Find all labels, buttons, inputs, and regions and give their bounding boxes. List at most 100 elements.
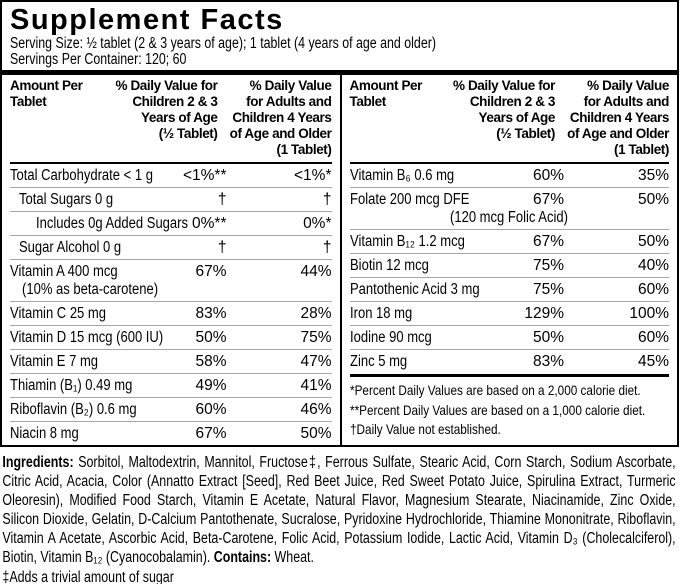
dv-adults-value: 60% bbox=[637, 329, 669, 346]
nutrient-name: Total Carbohydrate < 1 g bbox=[10, 167, 153, 184]
nutrient-name: Biotin 12 mcg bbox=[349, 257, 429, 274]
dv-adults-value: 50% bbox=[637, 233, 669, 250]
footnote-line: *Percent Daily Values are based on a 2,0… bbox=[349, 382, 641, 398]
dv-adults-header: % Daily Value for Adults and Children 4 … bbox=[229, 78, 332, 157]
nutrient-name: Pantothenic Acid 3 mg bbox=[349, 281, 480, 298]
dv-children-value: 75% bbox=[532, 281, 564, 298]
table-row: Folate 200 mcg DFE (120 mcg Folic Acid) 6… bbox=[349, 187, 669, 229]
table-row: Total Carbohydrate < 1 g <1%** <1%* bbox=[10, 164, 332, 187]
dv-children-value: 67% bbox=[195, 425, 227, 442]
dv-children-value: <1%** bbox=[182, 167, 227, 184]
dv-children-value: † bbox=[217, 191, 227, 208]
nutrient-subtext: (120 mcg Folic Acid) bbox=[449, 209, 568, 226]
table-row: Vitamin C 25 mg 83% 28% bbox=[10, 301, 332, 325]
table-row: Riboflavin (B₂) 0.6 mg 60% 46% bbox=[10, 397, 332, 421]
footnotes: *Percent Daily Values are based on a 2,0… bbox=[349, 374, 669, 442]
table-row: Niacin 8 mg 67% 50% bbox=[10, 421, 332, 445]
dv-adults-value: 41% bbox=[300, 377, 332, 394]
dv-children-value: 60% bbox=[532, 167, 564, 184]
nutrient-name: Zinc 5 mg bbox=[349, 353, 407, 370]
nutrient-name: Iodine 90 mcg bbox=[349, 329, 432, 346]
ingredients-label: Ingredients: bbox=[2, 454, 74, 471]
dv-children-value: 83% bbox=[195, 305, 227, 322]
nutrient-name: Vitamin C 25 mg bbox=[10, 305, 107, 322]
ingredients-paragraph: Ingredients: Sorbitol, Maltodextrin, Man… bbox=[2, 453, 675, 567]
column-header-left: Amount Per Tablet % Daily Value for Chil… bbox=[10, 75, 332, 164]
dv-children-value: 60% bbox=[195, 401, 227, 418]
amount-per-tablet-header: Amount Per Tablet bbox=[10, 78, 83, 109]
nutrition-table: Amount Per Tablet % Daily Value for Chil… bbox=[2, 75, 677, 445]
dv-adults-value: 60% bbox=[637, 281, 669, 298]
table-row: Includes 0g Added Sugars 0%** 0%* bbox=[10, 211, 332, 235]
dv-adults-value: 0%* bbox=[303, 215, 332, 232]
dv-adults-value: 44% bbox=[300, 263, 332, 280]
dv-adults-value: † bbox=[322, 191, 332, 208]
table-row: Zinc 5 mg 83% 45% bbox=[349, 349, 669, 373]
nutrient-name: Vitamin B₁₂ 1.2 mcg bbox=[349, 233, 465, 250]
right-rows: Vitamin B₆ 0.6 mg 60% 35% Folate 200 mcg… bbox=[349, 164, 670, 373]
table-row: Vitamin B₆ 0.6 mg 60% 35% bbox=[350, 164, 670, 187]
nutrient-name: Total Sugars 0 g bbox=[19, 191, 114, 208]
dv-children-value: 67% bbox=[532, 233, 564, 250]
dv-adults-value: † bbox=[322, 239, 332, 256]
label-header: Supplement Facts Serving Size: ½ tablet … bbox=[2, 2, 677, 70]
dv-adults-value: <1%* bbox=[294, 167, 332, 184]
nutrient-name: Niacin 8 mg bbox=[10, 425, 79, 442]
serving-size: Serving Size: ½ tablet (2 & 3 years of a… bbox=[10, 35, 436, 52]
table-row: Vitamin A 400 mcg (10% as beta-carotene) … bbox=[10, 259, 332, 301]
footnote-line: †Daily Value not established. bbox=[349, 421, 501, 437]
dv-children-value: 0%** bbox=[192, 215, 227, 232]
contains-value: Wheat. bbox=[274, 549, 314, 566]
dv-adults-value: 47% bbox=[300, 353, 332, 370]
table-row: Vitamin B₁₂ 1.2 mcg 67% 50% bbox=[349, 229, 669, 253]
nutrient-name: Sugar Alcohol 0 g bbox=[19, 239, 122, 256]
dv-adults-value: 45% bbox=[637, 353, 669, 370]
ingredients-section: Ingredients: Sorbitol, Maltodextrin, Man… bbox=[0, 447, 678, 584]
dv-adults-value: 75% bbox=[300, 329, 332, 346]
table-row: Vitamin E 7 mg 58% 47% bbox=[10, 349, 332, 373]
dv-children-value: 58% bbox=[195, 353, 227, 370]
amount-per-tablet-header: Amount Per Tablet bbox=[349, 78, 423, 109]
ingredients-text: Sorbitol, Maltodextrin, Mannitol, Fructo… bbox=[2, 454, 676, 566]
dv-adults-value: 50% bbox=[300, 425, 332, 442]
nutrient-name: Thiamin (B₁) 0.49 mg bbox=[10, 377, 133, 394]
supplement-facts-label: Supplement Facts Serving Size: ½ tablet … bbox=[0, 0, 679, 447]
dv-adults-value: 100% bbox=[629, 305, 669, 322]
dv-children-value: 50% bbox=[195, 329, 227, 346]
footnote-line: **Percent Daily Values are based on a 1,… bbox=[349, 401, 645, 418]
nutrient-name: Includes 0g Added Sugars bbox=[36, 215, 189, 232]
dv-children-value: 129% bbox=[524, 305, 564, 322]
contains-label: Contains: bbox=[213, 549, 272, 566]
table-row: Sugar Alcohol 0 g † † bbox=[10, 235, 332, 259]
left-column: Amount Per Tablet % Daily Value for Chil… bbox=[2, 75, 340, 445]
dv-adults-value: 46% bbox=[300, 401, 332, 418]
table-row: Thiamin (B₁) 0.49 mg 49% 41% bbox=[10, 373, 332, 397]
dv-adults-header: % Daily Value for Adults and Children 4 … bbox=[567, 78, 669, 157]
dv-children-header: % Daily Value for Children 2 & 3 Years o… bbox=[453, 78, 555, 141]
dv-children-value: 75% bbox=[532, 257, 564, 274]
label-title: Supplement Facts bbox=[10, 4, 284, 36]
dv-adults-value: 40% bbox=[637, 257, 669, 274]
table-row: Iron 18 mg 129% 100% bbox=[349, 301, 669, 325]
table-row: Iodine 90 mcg 50% 60% bbox=[349, 325, 669, 349]
nutrient-name: Vitamin A 400 mcg (10% as beta-carotene) bbox=[10, 263, 169, 299]
dv-children-value: † bbox=[217, 239, 227, 256]
dv-adults-value: 35% bbox=[637, 167, 669, 184]
dv-adults-value: 28% bbox=[300, 305, 332, 322]
dv-children-value: 67% bbox=[532, 191, 564, 208]
dv-adults-value: 50% bbox=[637, 191, 669, 208]
dv-children-value: 50% bbox=[532, 329, 564, 346]
table-row: Biotin 12 mcg 75% 40% bbox=[349, 253, 669, 277]
sugar-footnote: ‡Adds a trivial amount of sugar bbox=[2, 569, 174, 584]
table-row: Vitamin D 15 mcg (600 IU) 50% 75% bbox=[10, 325, 332, 349]
nutrient-subtext: (10% as beta-carotene) bbox=[22, 281, 159, 298]
left-rows: Total Carbohydrate < 1 g <1%** <1%* Tota… bbox=[10, 164, 332, 445]
nutrient-name: Folate 200 mcg DFE (120 mcg Folic Acid) bbox=[350, 191, 568, 227]
column-header-right: Amount Per Tablet % Daily Value for Chil… bbox=[349, 75, 669, 164]
dv-children-header: % Daily Value for Children 2 & 3 Years o… bbox=[115, 78, 218, 141]
nutrient-name: Riboflavin (B₂) 0.6 mg bbox=[10, 401, 137, 418]
dv-children-value: 67% bbox=[195, 263, 227, 280]
dv-children-value: 49% bbox=[195, 377, 227, 394]
divider-bar bbox=[2, 70, 677, 75]
nutrient-name: Iron 18 mg bbox=[349, 305, 412, 322]
